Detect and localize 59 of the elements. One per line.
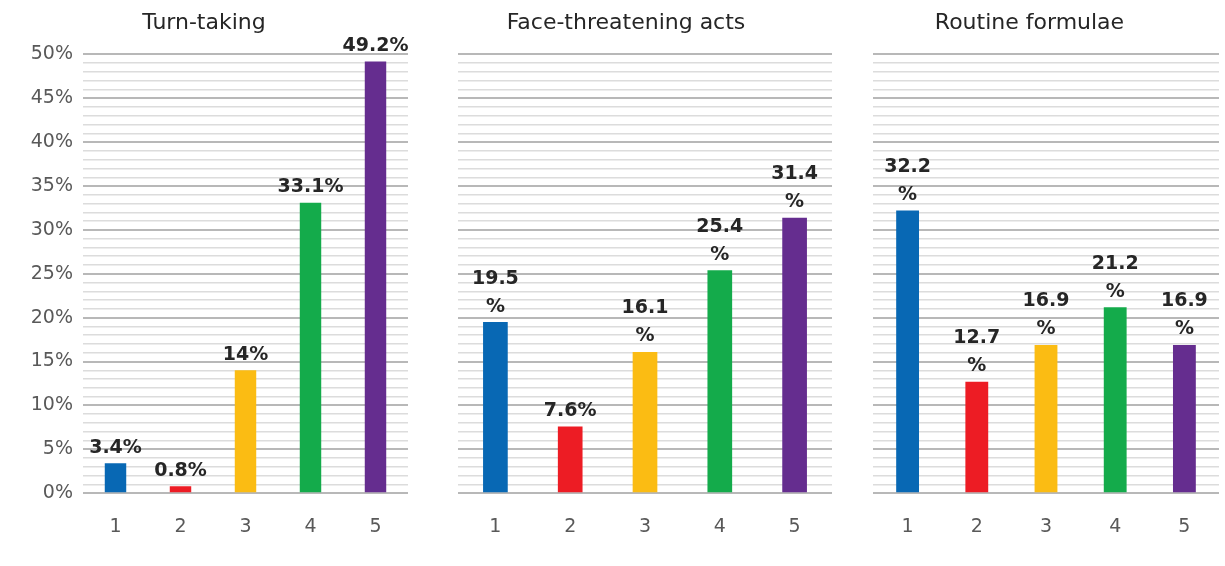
bar [169, 486, 192, 493]
x-tick-label: 1 [901, 513, 914, 536]
chart-title: Routine formulae [934, 8, 1125, 34]
data-label: 25.4 % [696, 213, 744, 264]
y-tick-label: 35% [30, 172, 73, 195]
data-label: 7.6% [543, 397, 597, 420]
bar [707, 270, 733, 493]
y-tick-label: 30% [30, 216, 73, 239]
x-tick-label: 2 [970, 513, 983, 536]
data-label: 12.7 % [953, 325, 1001, 376]
bar [104, 463, 127, 493]
x-tick-label: 3 [1039, 513, 1053, 536]
data-label: 19.5 % [471, 265, 519, 316]
data-label: 16.1 % [621, 295, 669, 346]
x-tick-label: 5 [369, 513, 382, 536]
x-tick-label: 3 [239, 513, 252, 536]
bar [782, 217, 807, 493]
y-tick-label: 10% [30, 392, 73, 415]
data-label: 16.9 % [1022, 288, 1070, 339]
x-tick-label: 1 [109, 513, 122, 536]
data-label: 14% [222, 341, 269, 364]
bar [1103, 307, 1127, 493]
data-label: 0.8% [154, 457, 207, 480]
data-label: 21.2 % [1091, 250, 1139, 301]
x-tick-label: 5 [1178, 513, 1191, 536]
y-tick-label: 50% [30, 41, 73, 64]
data-label: 32.2 % [884, 154, 932, 205]
y-tick-label: 20% [30, 304, 73, 327]
bar [896, 210, 920, 493]
x-tick-label: 2 [174, 513, 187, 536]
chart-title: Turn-taking [141, 8, 266, 34]
x-tick-label: 5 [788, 513, 801, 536]
bar [234, 370, 257, 493]
y-tick-label: 25% [30, 260, 73, 283]
x-tick-label: 2 [564, 513, 577, 536]
y-tick-label: 5% [42, 436, 73, 459]
x-tick-label: 4 [1109, 513, 1122, 536]
bar [1172, 344, 1196, 493]
data-label: 31.4 % [771, 161, 819, 212]
bar [299, 202, 322, 493]
bar [557, 426, 583, 493]
data-label: 3.4% [89, 434, 142, 457]
y-tick-label: 45% [30, 85, 73, 108]
x-tick-label: 4 [304, 513, 317, 536]
chart-title: Face-threatening acts [506, 8, 746, 34]
y-tick-label: 40% [30, 129, 73, 152]
data-label: 49.2% [342, 32, 409, 55]
data-label: 33.1% [277, 174, 344, 197]
bar [1034, 344, 1058, 493]
y-tick-label: 0% [42, 480, 73, 503]
bar [483, 322, 508, 493]
bar [632, 351, 658, 493]
data-label: 16.9 % [1160, 288, 1208, 339]
x-tick-label: 3 [638, 513, 652, 536]
bar [364, 61, 387, 493]
bar [965, 381, 989, 493]
y-tick-label: 15% [30, 348, 73, 371]
x-tick-label: 1 [489, 513, 502, 536]
x-tick-label: 4 [713, 513, 726, 536]
